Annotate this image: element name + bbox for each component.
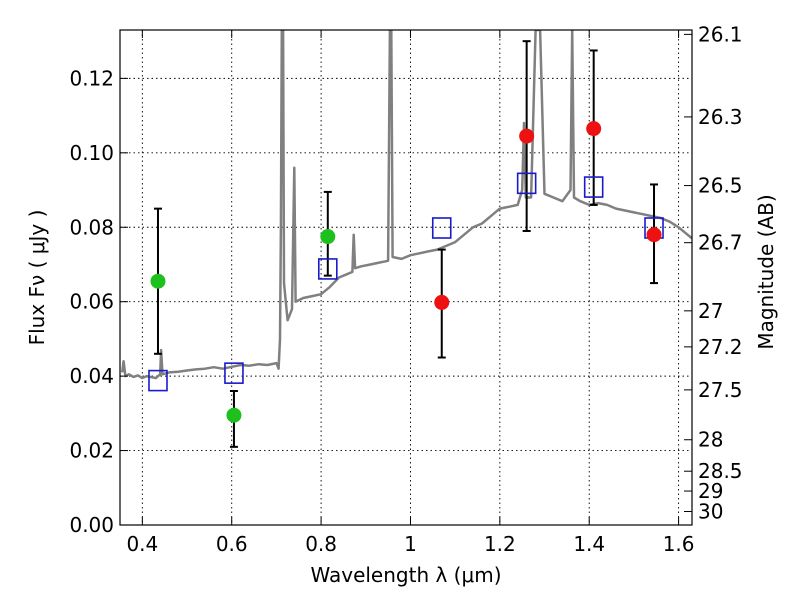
model-point xyxy=(516,172,537,195)
red-data-point xyxy=(519,128,535,144)
x-tick-label: 1.2 xyxy=(484,532,516,556)
red-data-point xyxy=(434,294,450,310)
spectrum-line xyxy=(120,30,692,380)
magnitude-tick-label: 27 xyxy=(698,299,723,323)
model-point xyxy=(431,217,452,239)
red-data-point xyxy=(586,121,602,137)
model-point xyxy=(224,362,244,384)
magnitude-tick-label: 28 xyxy=(698,428,723,452)
red-data-point xyxy=(646,227,662,243)
magnitude-tick-label: 28.5 xyxy=(698,459,743,483)
magnitude-tick-label: 26.5 xyxy=(698,174,743,198)
y-tick-labels: 0.00 0.02 0.04 0.06 0.08 0.10 0.12 xyxy=(69,66,114,537)
magnitude-tick-label: 27.5 xyxy=(698,378,743,402)
magnitude-tick-label: 30 xyxy=(698,499,723,523)
x-tick-label: 1 xyxy=(404,532,417,556)
y-axis-label: Flux Fν ( μJy ) xyxy=(25,210,49,346)
model-point xyxy=(148,369,168,392)
error-bars xyxy=(153,40,659,448)
x-tick-label: 1.6 xyxy=(663,532,695,556)
y-tick-label: 0.08 xyxy=(69,215,114,239)
y-tick-label: 0.04 xyxy=(69,364,114,388)
x-tick-label: 0.6 xyxy=(216,532,248,556)
magnitude-tick-label: 27.2 xyxy=(698,335,743,359)
axis-ticks xyxy=(120,30,692,526)
x-axis-label: Wavelength λ (μm) xyxy=(310,563,501,587)
grid xyxy=(120,30,692,526)
y-tick-label: 0.10 xyxy=(69,141,114,165)
model-photometry-points xyxy=(148,172,664,392)
observed-photometry-points xyxy=(150,121,662,423)
y-tick-label: 0.12 xyxy=(69,66,114,90)
plot-frame xyxy=(119,29,693,526)
x-tick-labels: 0.4 0.6 0.8 1 1.2 1.4 1.6 xyxy=(126,532,694,556)
green-data-point xyxy=(320,229,336,245)
magnitude-tick-label: 26.1 xyxy=(698,22,743,46)
y-tick-label: 0.06 xyxy=(69,290,114,314)
y-tick-label: 0.02 xyxy=(69,439,114,463)
x-tick-label: 1.4 xyxy=(573,532,605,556)
model-point xyxy=(317,258,338,280)
green-data-point xyxy=(226,407,242,423)
magnitude-tick-label: 29 xyxy=(698,479,723,503)
green-data-point xyxy=(150,273,166,289)
magnitude-tick-label: 26.3 xyxy=(698,105,743,129)
magnitude-axis-label: Magnitude (AB) xyxy=(754,194,778,349)
model-spectrum xyxy=(120,30,692,380)
x-tick-label: 0.8 xyxy=(305,532,337,556)
y-tick-label: 0.00 xyxy=(69,513,114,537)
magnitude-tick-label: 26.7 xyxy=(698,231,743,255)
x-tick-label: 0.4 xyxy=(126,532,158,556)
model-point xyxy=(583,176,604,198)
